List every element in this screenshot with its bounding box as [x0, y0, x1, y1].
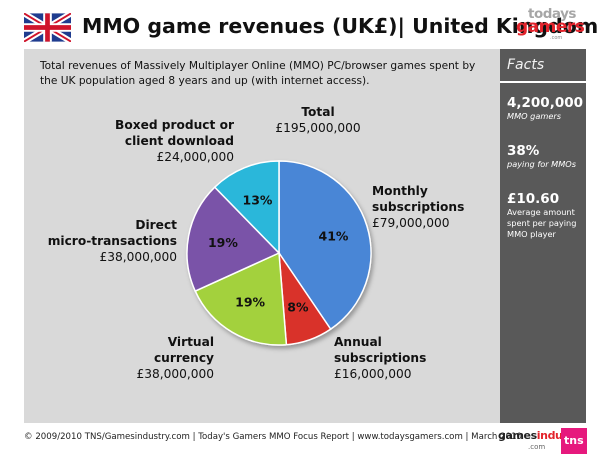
- logo-line-gamers: gamers: [516, 17, 585, 37]
- facts-divider: [500, 81, 586, 83]
- slice-label-title-1: Virtual: [167, 335, 214, 349]
- pie-percent-label-5: 13%: [243, 193, 273, 208]
- facts-title: Facts: [507, 57, 545, 73]
- gamesindustry-logo-com: .com: [528, 443, 546, 451]
- slice-label-value: £16,000,000: [334, 367, 412, 381]
- slice-label-value: £38,000,000: [99, 250, 177, 264]
- slice-label-value: £38,000,000: [136, 367, 214, 381]
- pie-slice-1: [278, 160, 372, 331]
- fact-number: £10.60: [507, 191, 560, 207]
- tns-logo-text: tns: [564, 434, 584, 447]
- slice-label-title-2: subscriptions: [372, 200, 465, 214]
- slice-label-title-1: Boxed product or: [115, 118, 234, 132]
- pie-percent-label-2: 8%: [287, 299, 309, 314]
- gamesindustry-logo: gamesindustry .com: [498, 428, 586, 454]
- page-title: MMO game revenues (UK£)| United Kingdom: [82, 14, 599, 38]
- facts-panel: Facts 4,200,000 MMO gamers 38% paying fo…: [500, 49, 586, 423]
- slice-label-title-1: Annual: [334, 335, 382, 349]
- slice-label-title-1: Direct: [135, 218, 177, 232]
- logo-line-todays: todays: [528, 6, 576, 22]
- pie-slice-4: [186, 186, 281, 293]
- slice-label-value: £24,000,000: [156, 150, 234, 164]
- slice-label-monthly-subscriptions: Monthly subscriptions £79,000,000: [372, 183, 494, 231]
- chart-description: Total revenues of Massively Multiplayer …: [40, 60, 476, 87]
- total-label: Total £195,000,000: [262, 104, 374, 136]
- slice-label-boxed-product: Boxed product or client download £24,000…: [100, 117, 234, 165]
- pie-percent-label-1: 41%: [319, 229, 349, 244]
- fact-caption: Average amount spent per paying MMO play…: [507, 207, 577, 239]
- slice-label-value: £79,000,000: [372, 216, 450, 230]
- pie-percent-label-3: 19%: [235, 295, 265, 310]
- fact-number: 38%: [507, 143, 540, 159]
- pie-slice-5: [213, 160, 280, 255]
- fact-mmo-gamers: 4,200,000 MMO gamers: [507, 95, 587, 122]
- fact-caption: paying for MMOs: [507, 159, 577, 169]
- pie-percent-label-4: 19%: [208, 235, 238, 250]
- slice-label-title-2: micro-transactions: [47, 234, 177, 248]
- slice-label-title-2: currency: [153, 351, 214, 365]
- slice-label-title-1: Monthly: [372, 184, 428, 198]
- total-label-value: £195,000,000: [275, 121, 361, 135]
- todaysgamers-logo: todays gamers .com: [516, 6, 586, 44]
- fact-caption: MMO gamers: [507, 111, 562, 121]
- fact-paying: 38% paying for MMOs: [507, 143, 587, 170]
- logo-line-com: .com: [550, 35, 563, 41]
- pie-percent-labels: 41% 8% 19% 19% 13%: [208, 193, 349, 315]
- pie-group: [186, 160, 372, 346]
- slice-label-virtual-currency: Virtual currency £38,000,000: [104, 334, 214, 382]
- fact-average-spend: £10.60 Average amount spent per paying M…: [507, 191, 585, 240]
- header: MMO game revenues (UK£)| United Kingdom …: [0, 0, 610, 48]
- pie-slice-3: [194, 251, 288, 346]
- slice-label-direct-micro-transactions: Direct micro-transactions £38,000,000: [40, 217, 177, 265]
- slice-label-title-2: client download: [124, 134, 234, 148]
- gamesindustry-logo-a: games: [498, 429, 537, 442]
- footer-credit: © 2009/2010 TNS/Gamesindustry.com | Toda…: [24, 432, 522, 442]
- total-label-title: Total: [301, 105, 335, 119]
- tns-logo: tns: [561, 428, 587, 454]
- slice-label-annual-subscriptions: Annual subscriptions £16,000,000: [334, 334, 456, 382]
- slice-label-title-2: subscriptions: [334, 351, 427, 365]
- fact-number: 4,200,000: [507, 95, 584, 111]
- union-jack-flag-icon: [24, 13, 71, 42]
